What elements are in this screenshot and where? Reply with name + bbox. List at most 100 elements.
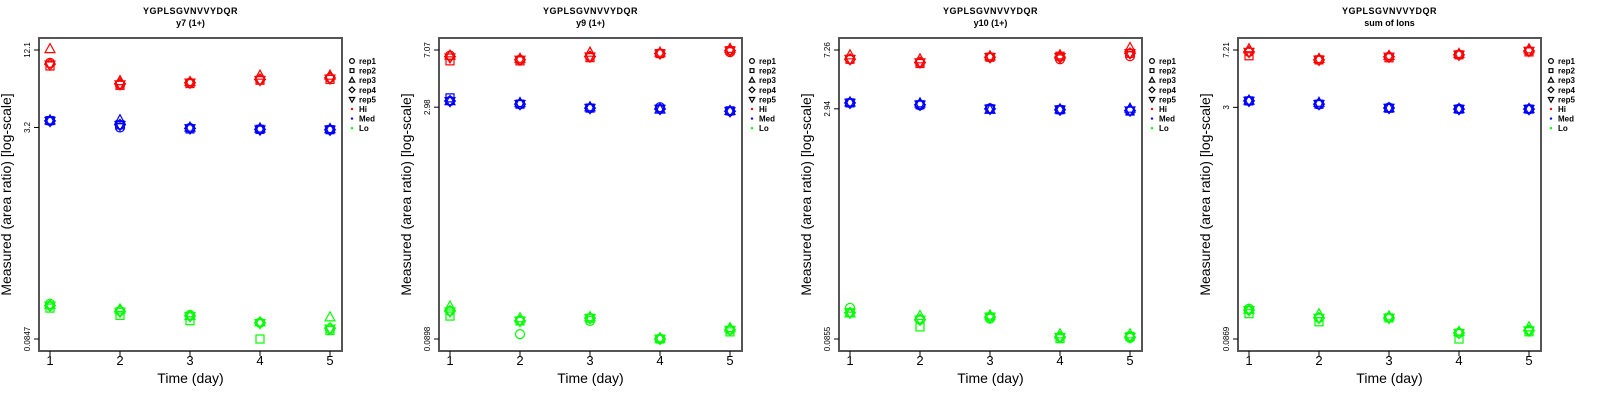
legend-dot-med: [750, 117, 754, 120]
point-lo-day3-rep5: [1383, 313, 1395, 325]
legend-label: rep4: [359, 86, 376, 95]
legend-symbol-rep4: [348, 86, 356, 94]
point-hi-day3-rep3: [984, 49, 996, 61]
point-med-day5-rep3: [724, 104, 736, 116]
legend-symbol-rep5: [348, 96, 356, 104]
point-lo-day3-rep5: [984, 312, 996, 324]
point-hi-day2-rep5: [514, 55, 526, 67]
panel-4: YGPLSGVNVVYDQR sum of Ions 7.21 3 0.0869 1 2 3 4…: [1197, 6, 1575, 386]
point-lo-day1-rep5: [844, 308, 856, 320]
y-tick-label: 3: [1222, 105, 1231, 110]
legend-label: rep4: [759, 86, 776, 95]
legend-label: rep3: [359, 76, 376, 85]
point-lo-day1-rep5: [444, 307, 456, 319]
legend-label: Lo: [1558, 124, 1568, 133]
y-tick-label: 2.98: [423, 99, 432, 115]
x-tick-label: 2: [116, 353, 123, 368]
point-hi-day1-rep5: [444, 53, 456, 65]
x-tick-label: 2: [516, 353, 523, 368]
point-med-day4-rep5: [254, 125, 266, 137]
point-lo-day3-rep5: [184, 312, 196, 323]
point-lo-day1-rep5: [44, 301, 56, 313]
point-med-day5-rep3: [1523, 102, 1535, 114]
point-hi-day1-rep5: [44, 60, 56, 72]
point-med-day1-rep3: [1243, 93, 1255, 105]
point-hi-day5-rep3: [1124, 41, 1136, 53]
point-lo-day4-rep2: [255, 334, 265, 344]
point-lo-day4-rep1: [254, 317, 266, 328]
plot-frame: [838, 37, 1143, 352]
legend-dot-med: [1150, 117, 1154, 120]
point-hi-day1-rep3: [44, 42, 56, 54]
point-med-day3-rep3: [184, 120, 196, 132]
point-lo-day1-rep3: [1243, 303, 1255, 314]
point-hi-day2-rep3: [514, 52, 526, 63]
point-med-day4-rep5: [1453, 104, 1465, 116]
y-tick-label: 3.2: [23, 121, 32, 133]
legend-symbol-rep4: [1547, 86, 1555, 94]
legend-symbol-rep2: [749, 68, 755, 74]
y-axis-title: Measured (area ratio) [log-scale]: [398, 93, 414, 295]
point-med-day1-rep2: [45, 116, 55, 126]
x-tick-label: 4: [1455, 353, 1462, 368]
point-hi-day1-rep3: [844, 48, 856, 60]
legend-label: Hi: [759, 105, 767, 114]
legend-label: Med: [1159, 115, 1175, 124]
legend-label: rep4: [1558, 86, 1575, 95]
point-med-day1-rep5: [844, 98, 856, 110]
point-hi-day3-rep3: [584, 45, 596, 57]
point-lo-day3-rep5: [584, 313, 596, 325]
point-med-day3-rep5: [584, 103, 596, 115]
legend-symbol-rep1: [1148, 57, 1155, 64]
point-lo-day1-rep1: [444, 305, 456, 317]
legend-label: rep1: [759, 57, 776, 66]
point-hi-day3-rep5: [584, 52, 596, 64]
x-tick-label: 1: [1245, 353, 1252, 368]
legend-symbol-rep3: [748, 76, 756, 83]
point-med-day5-rep5: [324, 125, 336, 137]
x-tick-label: 4: [256, 353, 263, 368]
point-med-day5-rep5: [1523, 104, 1535, 116]
panel-subtitle: y9 (1+): [576, 18, 605, 28]
point-med-day1-rep3: [444, 94, 456, 106]
legend-label: rep5: [759, 95, 776, 104]
panel-subtitle: sum of Ions: [1364, 18, 1415, 28]
legend-dot-lo: [350, 127, 354, 130]
y-tick-label: 0.0869: [1222, 326, 1231, 351]
legend-label: Hi: [1159, 105, 1167, 114]
legend-label: Hi: [1558, 105, 1566, 114]
point-med-day3-rep5: [1383, 103, 1395, 115]
y-tick-label: 0.0898: [423, 326, 432, 351]
point-hi-day5-rep5: [724, 46, 736, 58]
legend-label: Lo: [1159, 124, 1169, 133]
point-hi-day2-rep5: [914, 58, 926, 70]
point-med-day2-rep5: [1313, 99, 1325, 111]
point-hi-day3-rep3: [1383, 49, 1395, 60]
point-hi-day5-rep5: [1124, 49, 1136, 60]
legend-symbol-rep5: [1547, 96, 1555, 104]
y-tick-label: 7.07: [423, 42, 432, 58]
point-lo-day2-rep3: [1313, 307, 1325, 319]
point-lo-day4-rep5: [654, 334, 666, 346]
legend-label: rep2: [759, 67, 776, 76]
point-lo-day1-rep3: [844, 306, 856, 318]
legend-label: rep2: [1558, 67, 1575, 76]
point-lo-day1-rep3: [44, 298, 56, 310]
point-hi-day4-rep3: [654, 45, 666, 57]
point-med-day5-rep5: [724, 107, 736, 118]
point-hi-day1-rep2: [1244, 51, 1254, 61]
y-axis-title: Measured (area ratio) [log-scale]: [1197, 93, 1213, 295]
y-tick-label: 2.94: [823, 100, 832, 116]
legend-dot-lo: [750, 127, 754, 130]
legend-label: rep1: [1159, 57, 1176, 66]
point-lo-day5-rep5: [324, 324, 336, 336]
panel-title: YGPLSGVNVVYDQR: [543, 6, 638, 16]
legend-symbol-rep3: [348, 76, 356, 83]
point-lo-day4-rep5: [254, 319, 266, 330]
x-tick-label: 1: [446, 353, 453, 368]
legend-label: rep5: [1558, 95, 1575, 104]
point-hi-day5-rep5: [1523, 46, 1535, 58]
legend-symbol-rep3: [1547, 76, 1555, 83]
point-lo-day3-rep3: [184, 309, 196, 321]
